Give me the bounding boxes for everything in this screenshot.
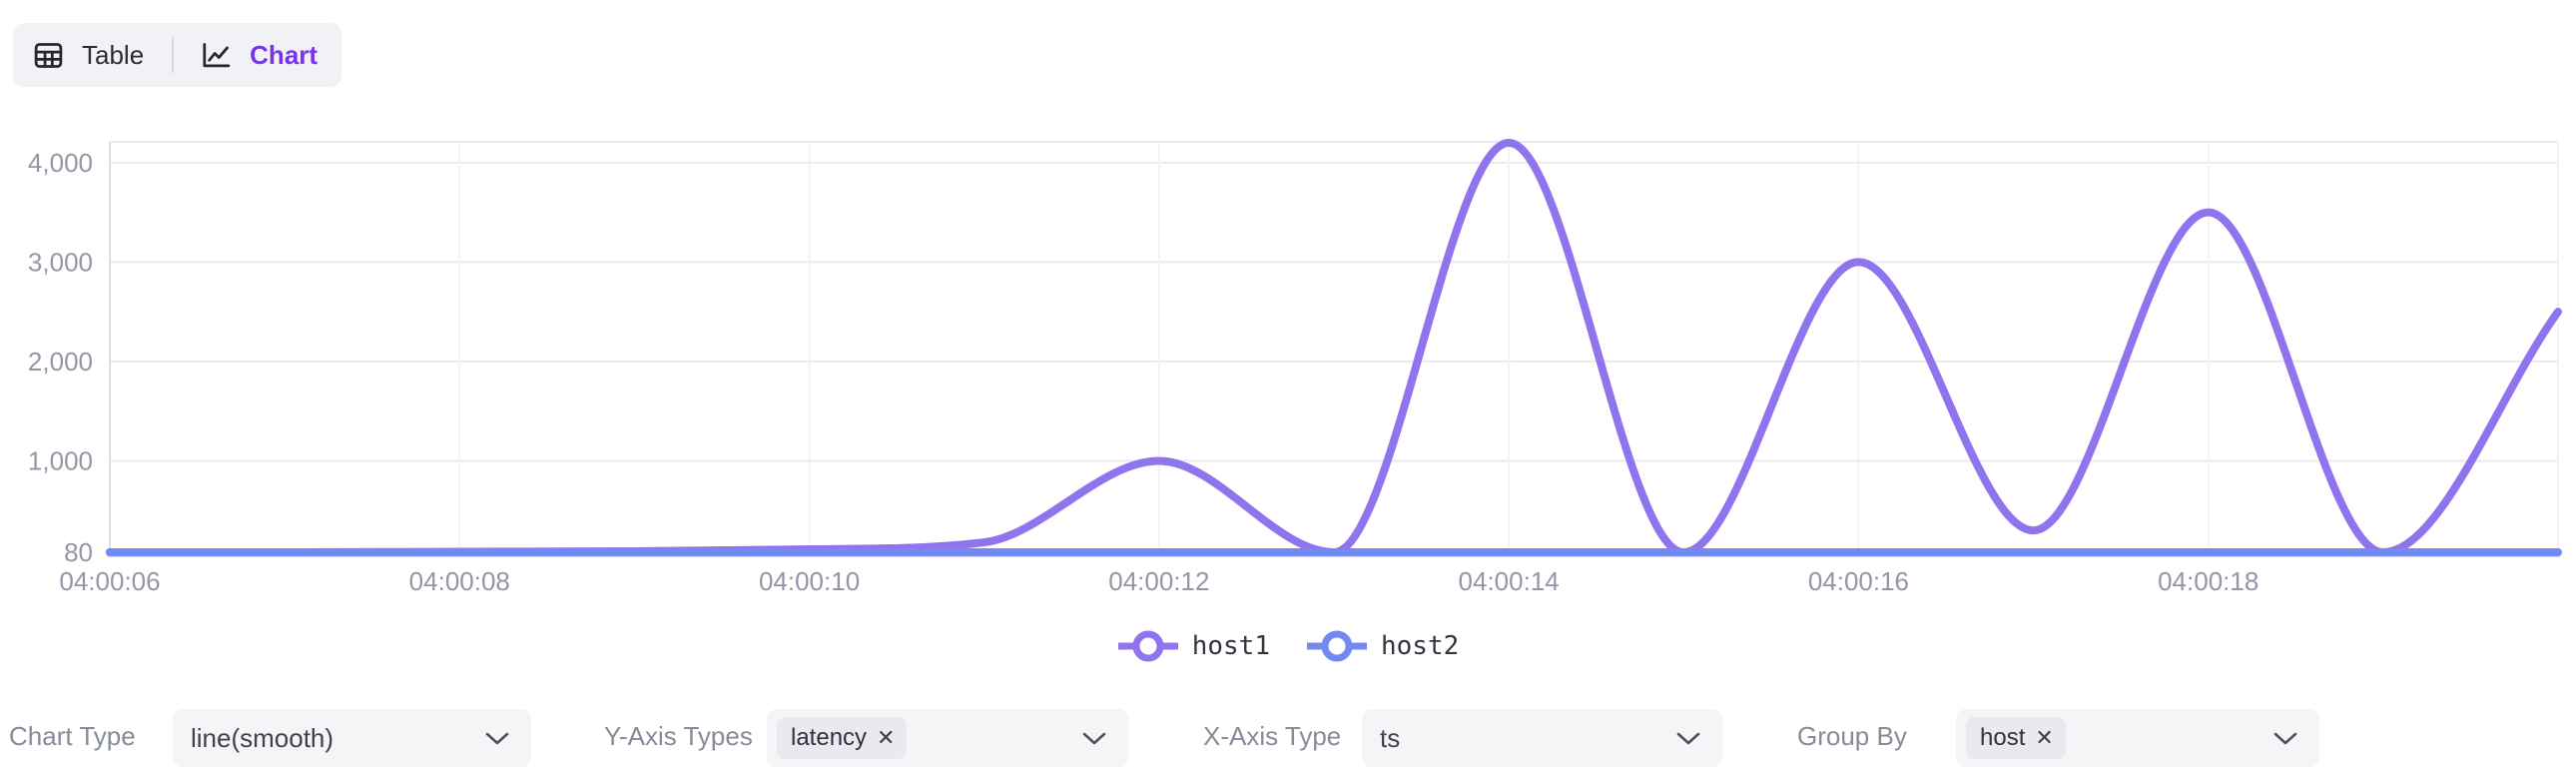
group-by-label: Group By <box>1797 721 1907 751</box>
chip-label: host <box>1980 724 2026 751</box>
chevron-down-icon <box>2273 732 2297 745</box>
view-toggle: Table Chart <box>13 23 342 87</box>
chart-controls: Chart Type line(smooth) Y-Axis Types lat… <box>0 699 2576 773</box>
chart-type-select[interactable]: line(smooth) <box>173 709 531 767</box>
remove-chip-icon[interactable]: ✕ <box>2035 725 2054 750</box>
legend-label: host2 <box>1381 631 1460 661</box>
y-axis-types-label: Y-Axis Types <box>604 721 753 751</box>
chip-label: latency <box>791 724 868 751</box>
chart-type-value: line(smooth) <box>191 722 334 753</box>
svg-text:80: 80 <box>64 537 93 567</box>
line-series-marker-icon <box>1307 630 1367 662</box>
selected-chip-latency: latency ✕ <box>777 717 908 759</box>
table-icon <box>34 42 63 68</box>
svg-text:4,000: 4,000 <box>28 148 93 178</box>
x-axis-type-label: X-Axis Type <box>1203 721 1342 751</box>
line-series-marker-icon <box>1117 630 1178 662</box>
tab-table-label: Table <box>82 39 145 70</box>
svg-text:3,000: 3,000 <box>28 247 93 277</box>
chevron-down-icon <box>485 732 509 745</box>
svg-text:04:00:16: 04:00:16 <box>1808 566 1909 596</box>
group-by-select[interactable]: host ✕ <box>1956 709 2319 767</box>
svg-text:04:00:18: 04:00:18 <box>2158 566 2258 596</box>
chevron-down-icon <box>1082 732 1106 745</box>
tab-table[interactable]: Table <box>32 39 144 72</box>
y-axis-types-select[interactable]: latency ✕ <box>767 709 1128 767</box>
svg-text:04:00:08: 04:00:08 <box>409 566 510 596</box>
chart-type-label: Chart Type <box>9 721 136 751</box>
legend-item-host2[interactable]: host2 <box>1306 627 1459 665</box>
legend-label: host1 <box>1191 631 1270 661</box>
x-axis-type-select[interactable]: ts <box>1362 709 1722 767</box>
legend-item-host1[interactable]: host1 <box>1117 627 1270 665</box>
x-axis-type-value: ts <box>1380 722 1401 753</box>
svg-text:04:00:12: 04:00:12 <box>1108 566 1209 596</box>
svg-text:04:00:06: 04:00:06 <box>59 566 160 596</box>
remove-chip-icon[interactable]: ✕ <box>877 725 896 750</box>
selected-chip-host: host ✕ <box>1966 717 2066 759</box>
line-chart[interactable]: 80 1,000 2,000 3,000 4,000 04:00:06 04:00:08 04… <box>0 120 2576 599</box>
svg-text:04:00:10: 04:00:10 <box>759 566 860 596</box>
svg-text:2,000: 2,000 <box>28 347 93 377</box>
chart-line-icon <box>203 42 231 67</box>
svg-text:04:00:14: 04:00:14 <box>1459 566 1560 596</box>
toggle-divider <box>172 37 175 73</box>
chart-legend: host1 host2 <box>0 623 2576 669</box>
svg-text:1,000: 1,000 <box>28 445 93 475</box>
tab-chart-label: Chart <box>250 39 319 70</box>
chevron-down-icon <box>1676 732 1700 745</box>
tab-chart[interactable]: Chart <box>200 39 318 72</box>
